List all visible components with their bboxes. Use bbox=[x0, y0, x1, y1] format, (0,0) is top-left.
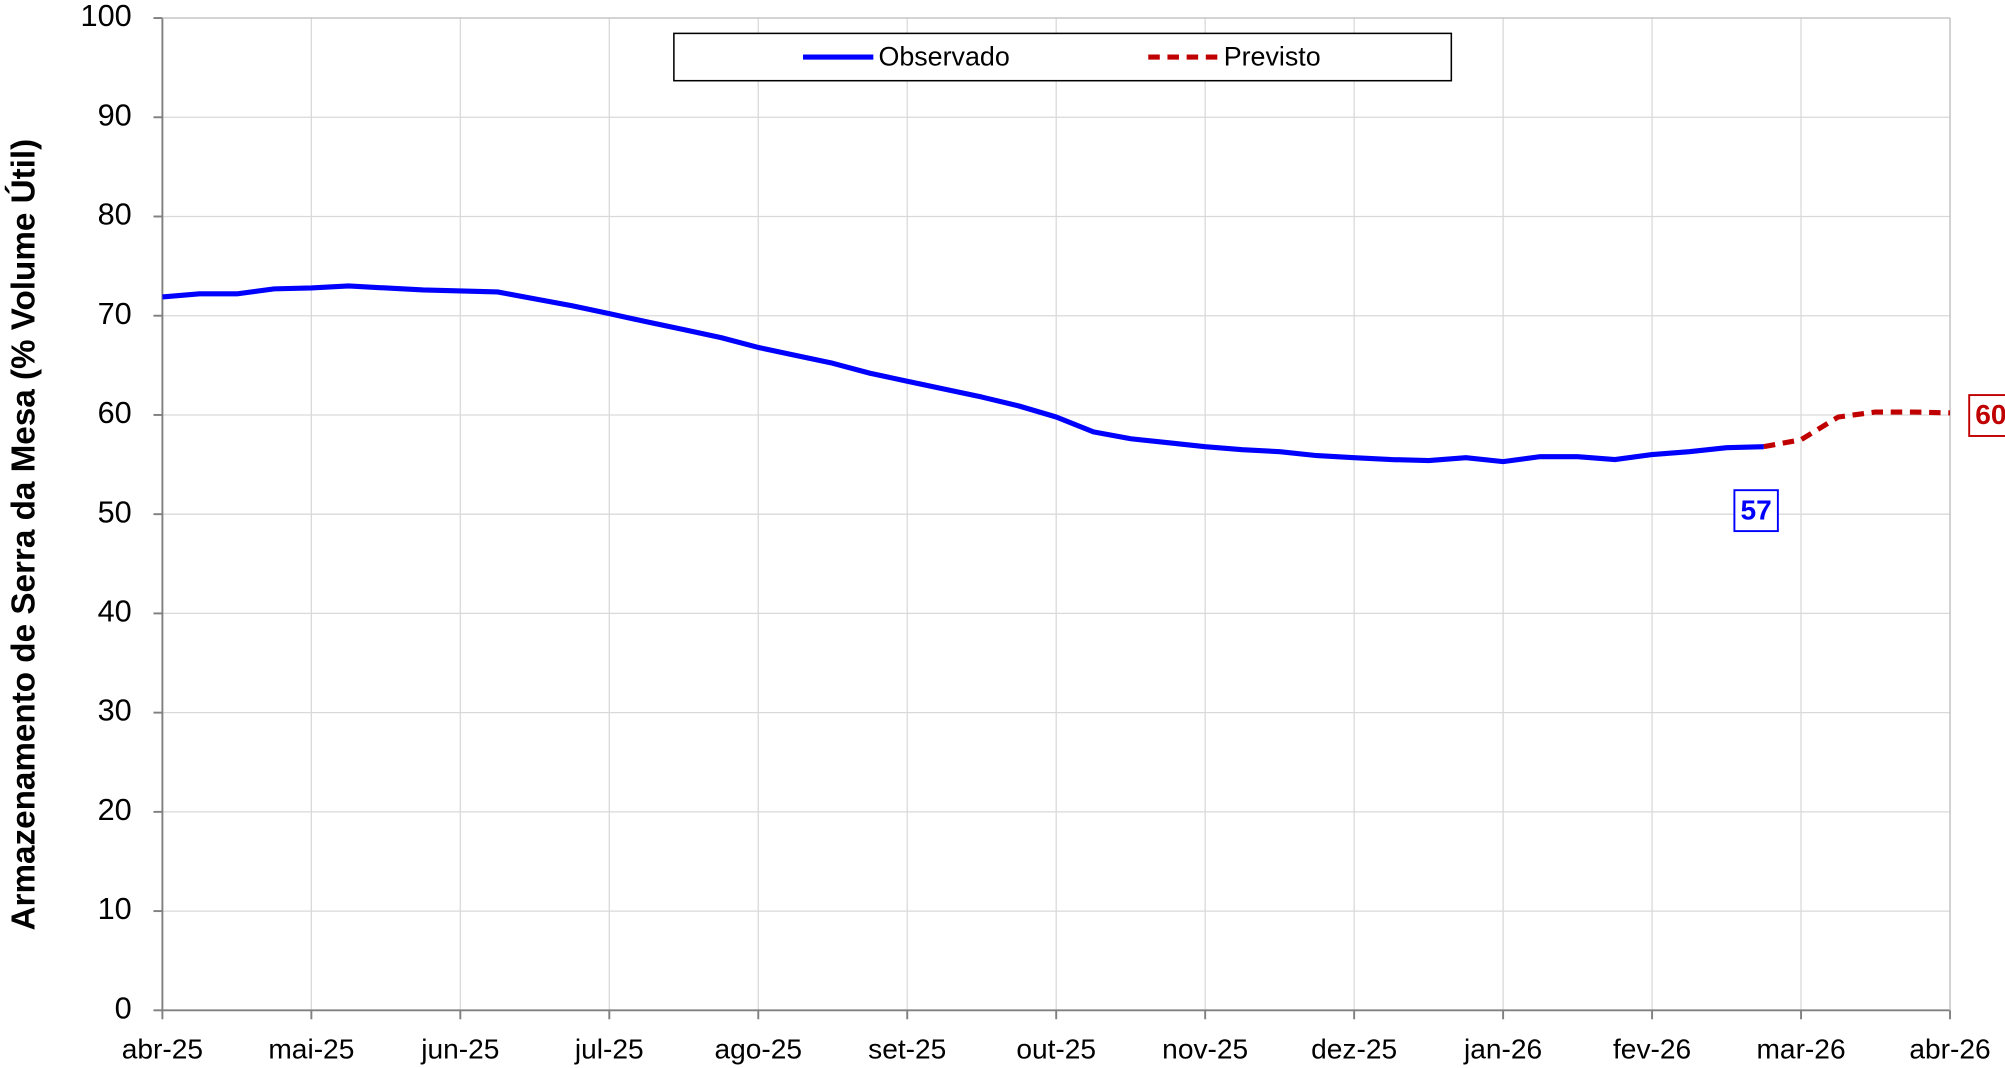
legend-label: Observado bbox=[878, 41, 1009, 71]
y-tick-label: 90 bbox=[98, 97, 132, 132]
y-tick-label: 10 bbox=[98, 891, 132, 926]
value-label: 60 bbox=[1968, 394, 2005, 437]
y-tick-label: 30 bbox=[98, 693, 132, 728]
value-label-box bbox=[1733, 489, 1779, 533]
x-tick-label: jun-25 bbox=[420, 1034, 499, 1065]
y-tick-label: 100 bbox=[81, 0, 132, 33]
y-tick-label: 70 bbox=[98, 296, 132, 331]
x-tick-label: abr-25 bbox=[122, 1034, 203, 1065]
x-tick-label: dez-25 bbox=[1311, 1034, 1397, 1065]
y-tick-label: 50 bbox=[98, 494, 132, 529]
y-tick-label: 40 bbox=[98, 594, 132, 629]
x-tick-label: jan-26 bbox=[1463, 1034, 1542, 1065]
legend: Observado Previsto bbox=[673, 32, 1453, 82]
value-label-text: 57 bbox=[1740, 494, 1771, 525]
x-tick-label: set-25 bbox=[868, 1034, 946, 1065]
x-tick-label: mai-25 bbox=[268, 1034, 354, 1065]
x-tick-label: nov-25 bbox=[1162, 1034, 1248, 1065]
y-tick-label: 0 bbox=[115, 990, 132, 1025]
value-label-text: 60 bbox=[1975, 399, 2005, 430]
y-tick-label: 80 bbox=[98, 197, 132, 232]
y-axis-label: Armazenamento de Serra da Mesa (% Volume… bbox=[4, 139, 42, 931]
series-line bbox=[162, 283, 1764, 465]
y-tick-label: 20 bbox=[98, 792, 132, 827]
value-label-box bbox=[1968, 394, 2005, 437]
legend-label: Previsto bbox=[1224, 41, 1321, 71]
x-tick-label: fev-26 bbox=[1613, 1034, 1691, 1065]
value-label: 57 bbox=[1733, 489, 1779, 533]
x-tick-label: out-25 bbox=[1016, 1034, 1096, 1065]
x-tick-label: abr-26 bbox=[1909, 1034, 1990, 1065]
series-line bbox=[1763, 409, 1951, 450]
y-tick-label: 60 bbox=[98, 395, 132, 430]
x-tick-label: ago-25 bbox=[714, 1034, 802, 1065]
legend-box bbox=[673, 32, 1453, 82]
x-tick-label: jul-25 bbox=[574, 1034, 644, 1065]
x-tick-label: mar-26 bbox=[1757, 1034, 1846, 1065]
